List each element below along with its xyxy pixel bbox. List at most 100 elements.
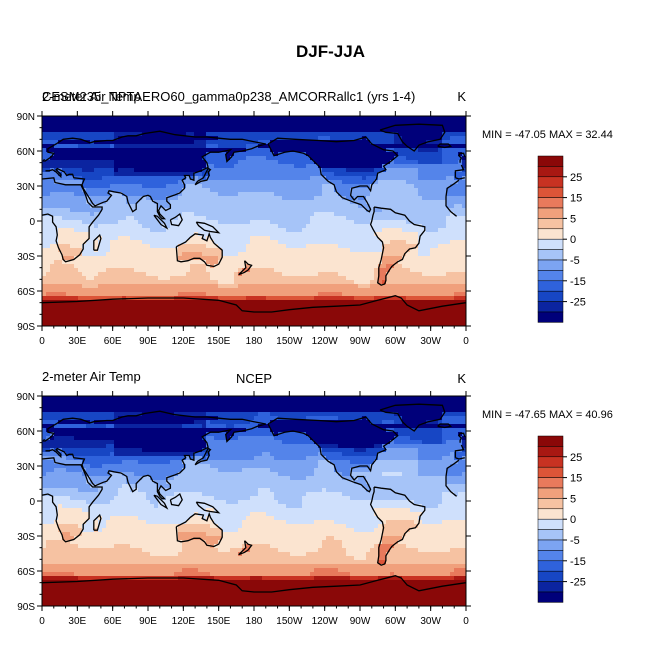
map-cell bbox=[114, 168, 119, 173]
map-cell bbox=[422, 256, 427, 261]
map-cell bbox=[390, 152, 395, 157]
map-cell bbox=[154, 132, 159, 137]
map-cell bbox=[450, 180, 455, 185]
map-cell bbox=[382, 260, 387, 265]
map-cell bbox=[358, 156, 363, 161]
map-cell bbox=[266, 232, 271, 237]
map-cell bbox=[286, 168, 291, 173]
map-cell bbox=[90, 260, 95, 265]
map-cell bbox=[282, 280, 287, 285]
map-cell bbox=[434, 232, 439, 237]
map-cell bbox=[422, 208, 427, 213]
map-cell bbox=[358, 196, 363, 201]
map-cell bbox=[174, 224, 179, 229]
map-cell bbox=[210, 132, 215, 137]
map-cell bbox=[162, 280, 167, 285]
map-cell bbox=[254, 160, 259, 165]
map-cell bbox=[230, 176, 235, 181]
map-cell bbox=[446, 216, 451, 221]
map-cell bbox=[58, 244, 63, 249]
map-cell bbox=[66, 132, 71, 137]
map-cell bbox=[82, 296, 87, 301]
map-cell bbox=[342, 216, 347, 221]
map-cell bbox=[422, 276, 427, 281]
map-cell bbox=[82, 184, 87, 189]
map-cell bbox=[426, 264, 431, 269]
map-cell bbox=[262, 164, 267, 169]
map-cell bbox=[98, 160, 103, 165]
map-cell bbox=[282, 196, 287, 201]
map-cell bbox=[434, 160, 439, 165]
map-cell bbox=[246, 180, 251, 185]
map-cell bbox=[190, 292, 195, 297]
map-cell bbox=[378, 300, 383, 305]
map-cell bbox=[114, 208, 119, 213]
map-cell bbox=[382, 224, 387, 229]
map-cell bbox=[42, 292, 47, 297]
map-cell bbox=[62, 136, 67, 141]
map-cell bbox=[362, 152, 367, 157]
map-cell bbox=[130, 136, 135, 141]
map-cell bbox=[446, 280, 451, 285]
map-cell bbox=[386, 160, 391, 165]
map-cell bbox=[138, 196, 143, 201]
map-cell bbox=[130, 156, 135, 161]
map-cell bbox=[450, 284, 455, 289]
map-cell bbox=[358, 192, 363, 197]
map-cell bbox=[306, 284, 311, 289]
map-cell bbox=[262, 200, 267, 205]
map-cell bbox=[242, 228, 247, 233]
map-cell bbox=[382, 132, 387, 137]
map-cell bbox=[318, 120, 323, 125]
map-cell bbox=[242, 284, 247, 289]
map-cell bbox=[386, 256, 391, 261]
map-cell bbox=[430, 248, 435, 253]
map-cell bbox=[42, 220, 47, 225]
map-cell bbox=[354, 124, 359, 129]
map-cell bbox=[234, 188, 239, 193]
map-cell bbox=[390, 224, 395, 229]
map-cell bbox=[438, 224, 443, 229]
map-cell bbox=[262, 188, 267, 193]
map-cell bbox=[182, 268, 187, 273]
map-cell bbox=[194, 268, 199, 273]
map-cell bbox=[250, 216, 255, 221]
map-cell bbox=[66, 252, 71, 257]
map-cell bbox=[394, 120, 399, 125]
map-cell bbox=[294, 148, 299, 153]
map-cell bbox=[298, 252, 303, 257]
map-cell bbox=[70, 156, 75, 161]
map-cell bbox=[434, 164, 439, 169]
map-cell bbox=[450, 168, 455, 173]
map-cell bbox=[190, 164, 195, 169]
map-cell bbox=[134, 168, 139, 173]
map-cell bbox=[362, 244, 367, 249]
map-cell bbox=[390, 132, 395, 137]
map-cell bbox=[142, 240, 147, 245]
map-cell bbox=[422, 188, 427, 193]
map-cell bbox=[278, 276, 283, 281]
map-cell bbox=[426, 292, 431, 297]
map-cell bbox=[262, 176, 267, 181]
map-cell bbox=[406, 152, 411, 157]
map-cell bbox=[306, 204, 311, 209]
map-cell bbox=[358, 264, 363, 269]
map-cell bbox=[70, 116, 75, 121]
map-cell bbox=[366, 248, 371, 253]
map-cell bbox=[118, 192, 123, 197]
map-cell bbox=[334, 196, 339, 201]
map-cell bbox=[366, 160, 371, 165]
map-cell bbox=[418, 164, 423, 169]
map-cell bbox=[462, 268, 466, 273]
map-cell bbox=[286, 296, 291, 301]
map-cell bbox=[374, 164, 379, 169]
map-cell bbox=[46, 132, 51, 137]
map-cell bbox=[298, 192, 303, 197]
map-cell bbox=[294, 128, 299, 133]
map-cell bbox=[394, 292, 399, 297]
map-cell bbox=[354, 236, 359, 241]
map-cell bbox=[258, 260, 263, 265]
map-cell bbox=[442, 240, 447, 245]
map-cell bbox=[286, 276, 291, 281]
map-cell bbox=[254, 280, 259, 285]
